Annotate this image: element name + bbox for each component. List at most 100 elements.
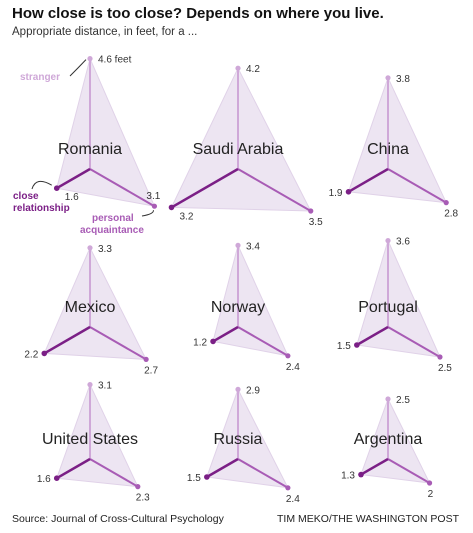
close-value-china: 1.9 [329,188,343,199]
radar-grid: 4.6 feet 3.1 1.6 Romania 4.2 3.5 3.2 Saudi Arab… [13,55,459,505]
personal-spoke-portugal [387,326,441,358]
close-annotation-line1: close [13,191,39,202]
personal-value-norway: 2.4 [286,362,300,373]
personal-spoke-mexico [89,326,147,361]
stranger-point-china [385,75,391,81]
close-value-argentina: 1.3 [341,471,355,482]
stranger-value-portugal: 3.6 [396,237,410,248]
close-annotation-line2: relationship [13,203,70,214]
stranger-value-united-states: 3.1 [98,381,112,392]
close-spoke-romania [56,167,91,190]
personal-point-mexico [143,356,149,362]
close-point-portugal [354,342,360,348]
country-label-argentina: Argentina [354,431,423,448]
close-point-china [345,189,352,195]
personal-spoke-romania [89,168,155,208]
personal-spoke-argentina [387,458,431,484]
personal-value-portugal: 2.5 [438,363,452,374]
credit-note: TIM MEKO/THE WASHINGTON POST [276,513,459,525]
stranger-point-united-states [87,382,93,388]
triangle-romania [56,57,156,207]
personal-value-united-states: 2.3 [136,493,150,504]
close-point-argentina [358,471,364,478]
close-point-united-states [53,475,60,482]
stranger-point-saudi-arabia [235,65,241,71]
stranger-value-russia: 2.9 [246,385,260,396]
triangle-china [347,76,448,204]
close-spoke-saudi-arabia [170,167,239,209]
stranger-value-norway: 3.4 [246,241,260,252]
personal-value-romania: 3.1 [146,191,160,202]
personal-point-saudi-arabia [308,208,314,214]
chart-title: How close is too close? Depends on where… [12,5,384,22]
close-arrow [31,180,52,190]
country-label-united-states: United States [42,431,138,448]
country-label-mexico: Mexico [65,299,116,316]
chart-subtitle: Appropriate distance, in feet, for a ... [12,26,198,38]
triangle-portugal [356,239,441,358]
triangle-saudi-arabia [170,67,312,212]
close-spoke-mexico [43,325,91,355]
stranger-point-norway [235,242,241,248]
stranger-point-portugal [385,238,391,244]
personal-point-russia [285,485,291,491]
personal-spoke-china [387,168,447,204]
close-value-saudi-arabia: 3.2 [179,211,193,222]
close-value-romania: 1.6 [65,192,79,203]
personal-spoke-united-states [89,458,139,488]
personal-point-china [443,200,449,206]
stranger-arrow [69,59,87,77]
personal-value-russia: 2.4 [286,494,300,505]
stranger-value-romania: 4.6 feet [98,55,132,66]
personal-annotation-line1: personal [92,213,134,224]
close-spoke-china [347,167,389,193]
personal-value-argentina: 2 [428,489,434,500]
personal-value-saudi-arabia: 3.5 [309,217,323,228]
triangle-argentina [360,397,431,484]
close-spoke-norway [212,325,239,343]
close-spoke-russia [206,457,239,479]
stranger-point-romania [87,56,93,62]
triangle-united-states [56,383,139,488]
close-value-mexico: 2.2 [24,349,38,360]
close-spoke-argentina [360,457,389,476]
country-label-portugal: Portugal [358,299,418,316]
personal-spoke-saudi-arabia [237,168,312,212]
close-value-russia: 1.5 [187,473,201,484]
personal-arrow [141,210,154,217]
personal-point-united-states [135,484,141,490]
stranger-value-mexico: 3.3 [98,244,112,255]
close-point-romania [53,185,60,191]
personal-annotation-line2: acquaintance [80,225,144,236]
personal-point-argentina [426,480,433,486]
close-point-saudi-arabia [168,204,175,211]
country-label-saudi-arabia: Saudi Arabia [193,141,284,158]
stranger-point-russia [235,386,241,392]
close-point-russia [204,474,210,480]
stranger-value-saudi-arabia: 4.2 [246,64,260,75]
stranger-annotation: stranger [20,72,60,83]
country-label-russia: Russia [214,431,263,448]
close-spoke-portugal [356,325,389,347]
country-label-romania: Romania [58,141,122,158]
personal-value-china: 2.8 [444,209,458,220]
stranger-point-mexico [87,245,93,251]
personal-point-norway [285,353,291,359]
personal-spoke-norway [237,326,289,357]
close-spoke-united-states [56,457,91,480]
stranger-point-argentina [385,396,391,402]
close-value-united-states: 1.6 [37,474,51,485]
triangle-mexico [43,246,147,360]
close-point-norway [210,338,216,345]
country-label-norway: Norway [211,299,265,316]
triangle-norway [212,243,289,357]
close-value-norway: 1.2 [193,337,207,348]
personal-spoke-russia [237,458,289,489]
stranger-value-china: 3.8 [396,74,410,85]
source-note: Source: Journal of Cross-Cultural Psycho… [12,513,224,525]
country-label-china: China [367,141,409,158]
personal-point-romania [151,203,158,209]
personal-point-portugal [437,354,443,360]
close-value-portugal: 1.5 [337,341,351,352]
triangle-russia [206,388,289,489]
